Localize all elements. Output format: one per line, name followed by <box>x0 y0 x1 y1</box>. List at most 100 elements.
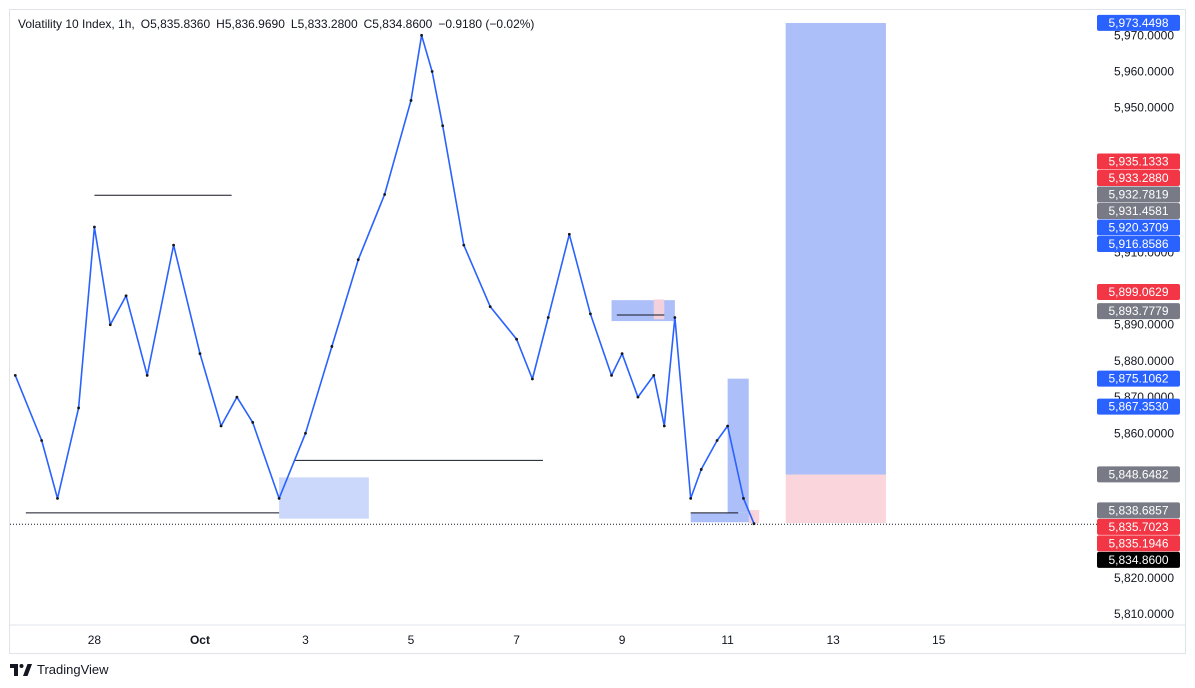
price-label-text: 5,838.6857 <box>1108 503 1168 517</box>
price-point <box>330 345 334 348</box>
price-label-text: 5,931.4581 <box>1108 204 1168 218</box>
price-label-text: 5,834.8600 <box>1108 553 1168 567</box>
price-point <box>219 424 223 428</box>
x-tick-label: 15 <box>932 633 946 647</box>
price-label-text: 5,933.2880 <box>1108 171 1168 185</box>
x-tick-label: Oct <box>190 633 210 647</box>
price-label-text: 5,835.7023 <box>1108 520 1168 534</box>
x-tick-label: 28 <box>88 633 102 647</box>
price-label-bg <box>1097 169 1180 186</box>
price-point <box>124 294 128 298</box>
price-label-text: 5,835.1946 <box>1108 536 1168 550</box>
price-label-bg <box>1097 14 1180 31</box>
price-point <box>530 377 534 381</box>
price-point <box>383 193 387 196</box>
price-label: 5,932.7819 <box>1097 186 1180 203</box>
footer-brand[interactable]: TradingView <box>10 662 109 677</box>
price-point <box>662 424 666 428</box>
y-tick-label: 5,860.0000 <box>1114 426 1174 440</box>
y-tick-label: 5,810.0000 <box>1114 607 1174 621</box>
price-point <box>699 468 703 471</box>
price-label-bg <box>1097 466 1180 483</box>
price-line <box>14 34 755 525</box>
price-label-bg <box>1097 398 1180 415</box>
zone-box <box>279 477 369 519</box>
x-tick-label: 9 <box>619 633 626 647</box>
price-point <box>567 232 571 236</box>
x-tick-label: 5 <box>408 633 415 647</box>
price-label: 5,935.1333 <box>1097 153 1180 170</box>
ohlc-open: O5,835.8360 <box>140 17 211 31</box>
brand-name: TradingView <box>37 662 109 677</box>
symbol-name[interactable]: Volatility 10 Index, 1h, <box>18 17 135 31</box>
zone-box <box>785 474 886 523</box>
price-label-text: 5,893.7779 <box>1108 304 1168 318</box>
price-label-bg <box>1097 303 1180 320</box>
x-tick-label: 13 <box>826 633 840 647</box>
chart-frame <box>9 9 1186 654</box>
price-point <box>108 323 112 327</box>
price-label-text: 5,875.1062 <box>1108 372 1168 386</box>
price-label: 5,973.4498 <box>1097 14 1180 31</box>
tradingview-logo-icon <box>10 663 32 676</box>
price-label: 5,920.3709 <box>1097 219 1180 236</box>
price-point <box>235 395 239 399</box>
price-point <box>620 352 624 356</box>
x-tick-label: 11 <box>721 633 734 647</box>
zone-box <box>611 300 675 322</box>
price-label-text: 5,848.6482 <box>1108 467 1168 481</box>
price-label-bg <box>1097 202 1180 219</box>
price-label-bg <box>1097 219 1180 236</box>
price-label-bg <box>1097 235 1180 252</box>
zone-box <box>785 23 886 475</box>
price-label: 5,835.1946 <box>1097 535 1180 552</box>
price-label-text: 5,867.3530 <box>1108 400 1168 414</box>
price-label-bg <box>1097 370 1180 387</box>
price-label: 5,916.8586 <box>1097 235 1180 252</box>
ohlc-close: C5,834.8600 <box>363 17 433 31</box>
x-tick-label: 3 <box>302 633 309 647</box>
price-point <box>198 352 202 356</box>
price-point <box>420 33 423 37</box>
price-point <box>462 243 466 247</box>
price-point <box>441 124 445 128</box>
price-point <box>13 373 17 377</box>
x-tick-label: 7 <box>513 633 520 647</box>
y-tick-label: 5,820.0000 <box>1114 571 1174 585</box>
y-tick-label: 5,970.0000 <box>1114 28 1174 42</box>
price-point <box>589 312 592 316</box>
price-point <box>56 496 59 500</box>
price-point <box>172 243 175 247</box>
ohlc-low: L5,833.2800 <box>290 17 358 31</box>
zone-box <box>690 512 755 523</box>
price-point <box>515 337 518 341</box>
price-label-text: 5,916.8586 <box>1108 237 1168 251</box>
price-point <box>145 373 149 377</box>
price-point <box>409 99 413 102</box>
price-label-text: 5,935.1333 <box>1108 154 1168 168</box>
y-tick-label: 5,890.0000 <box>1114 318 1174 332</box>
ohlc-high: H5,836.9690 <box>216 17 285 31</box>
y-tick-label: 5,880.0000 <box>1114 354 1174 368</box>
y-tick-label: 5,950.0000 <box>1114 101 1174 115</box>
price-label-bg <box>1097 283 1180 300</box>
price-label-bg <box>1097 551 1180 568</box>
price-label-bg <box>1097 502 1180 519</box>
price-label: 5,867.3530 <box>1097 398 1180 415</box>
price-label-bg <box>1097 518 1180 535</box>
price-point <box>277 496 281 500</box>
price-label: 5,834.8600 <box>1097 551 1180 568</box>
price-label: 5,848.6482 <box>1097 466 1180 483</box>
price-label: 5,899.0629 <box>1097 283 1180 300</box>
zone-box <box>653 299 665 320</box>
price-label: 5,838.6857 <box>1097 502 1180 519</box>
price-label-text: 5,973.4498 <box>1108 16 1168 30</box>
price-label: 5,933.2880 <box>1097 169 1180 186</box>
symbol-legend: Volatility 10 Index, 1h, O5,835.8360 H5,… <box>18 17 534 31</box>
price-label-bg <box>1097 535 1180 552</box>
price-point <box>356 258 360 262</box>
price-label-text: 5,932.7819 <box>1108 187 1168 201</box>
price-label-text: 5,920.3709 <box>1108 220 1168 234</box>
price-point <box>673 316 677 319</box>
